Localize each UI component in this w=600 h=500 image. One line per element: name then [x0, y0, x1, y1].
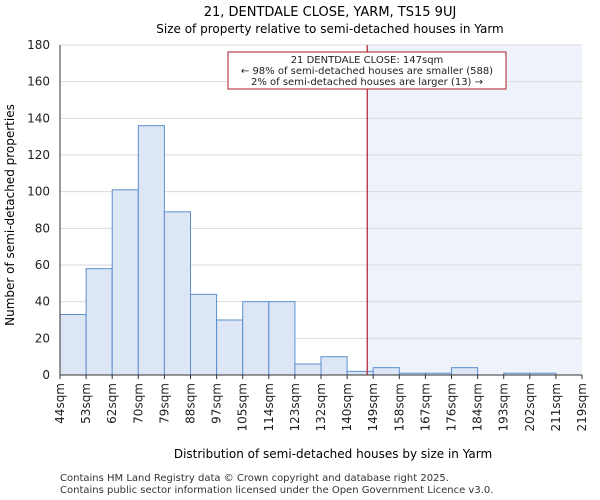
y-tick-label: 20: [35, 331, 50, 345]
y-tick-label: 100: [27, 185, 50, 199]
x-tick-label: 149sqm: [366, 383, 380, 431]
y-axis-label: Number of semi-detached properties: [3, 104, 17, 326]
x-tick-label: 132sqm: [314, 383, 328, 431]
x-tick-label: 105sqm: [236, 383, 250, 431]
x-tick-label: 44sqm: [53, 383, 67, 424]
x-tick-label: 123sqm: [288, 383, 302, 431]
chart-subtitle: Size of property relative to semi-detach…: [156, 22, 503, 36]
y-tick-label: 120: [27, 148, 50, 162]
x-tick-label: 193sqm: [497, 383, 511, 431]
annotation-box: [227, 51, 507, 90]
x-tick-label: 211sqm: [549, 383, 563, 431]
x-tick-label: 167sqm: [418, 383, 432, 431]
bar: [137, 125, 165, 376]
x-tick-label: 184sqm: [471, 383, 485, 431]
bar: [190, 293, 218, 376]
footer-licence: Contains public sector information licen…: [60, 485, 494, 496]
y-tick-label: 80: [35, 221, 50, 235]
bar: [216, 319, 244, 376]
bar: [346, 370, 374, 376]
y-tick-label: 0: [42, 368, 50, 382]
bar: [372, 367, 400, 376]
bar: [268, 301, 296, 376]
y-tick-label: 40: [35, 295, 50, 309]
bar: [163, 211, 191, 376]
bar: [242, 301, 270, 376]
highlight-region: [367, 45, 582, 375]
chart: 21, DENTDALE CLOSE, YARM, TS15 9UJ Size …: [3, 5, 589, 461]
x-tick-label: 62sqm: [105, 383, 119, 424]
x-axis-label: Distribution of semi-detached houses by …: [174, 447, 492, 461]
x-tick-label: 176sqm: [445, 383, 459, 431]
x-tick-label: 158sqm: [392, 383, 406, 431]
annotation-line: 2% of semi-detached houses are larger (1…: [251, 77, 483, 88]
bar: [59, 314, 87, 376]
bar: [111, 189, 139, 376]
y-tick-label: 60: [35, 258, 50, 272]
annotation-line: ← 98% of semi-detached houses are smalle…: [241, 66, 493, 77]
x-tick-label: 70sqm: [131, 383, 145, 424]
bar: [451, 367, 479, 376]
x-tick-label: 88sqm: [184, 383, 198, 424]
x-tick-label: 114sqm: [262, 383, 276, 431]
x-tick-label: 140sqm: [340, 383, 354, 431]
bar: [320, 356, 348, 376]
annotation-line: 21 DENTDALE CLOSE: 147sqm: [291, 55, 444, 66]
y-tick-label: 140: [27, 111, 50, 125]
bar: [85, 268, 113, 376]
x-tick-label: 97sqm: [210, 383, 224, 424]
y-tick-label: 180: [27, 38, 50, 52]
x-tick-label: 53sqm: [79, 383, 93, 424]
x-tick-label: 79sqm: [157, 383, 171, 424]
x-tick-label: 202sqm: [523, 383, 537, 431]
x-tick-label: 219sqm: [575, 383, 589, 431]
footer-copyright: Contains HM Land Registry data © Crown c…: [60, 473, 449, 484]
y-tick-label: 160: [27, 75, 50, 89]
plot-area: 0 20 40 60 80 100 120 140 160 180 44sqm 53sqm 62sqm 7…: [27, 38, 589, 431]
chart-title: 21, DENTDALE CLOSE, YARM, TS15 9UJ: [204, 5, 457, 20]
bar: [294, 363, 322, 376]
